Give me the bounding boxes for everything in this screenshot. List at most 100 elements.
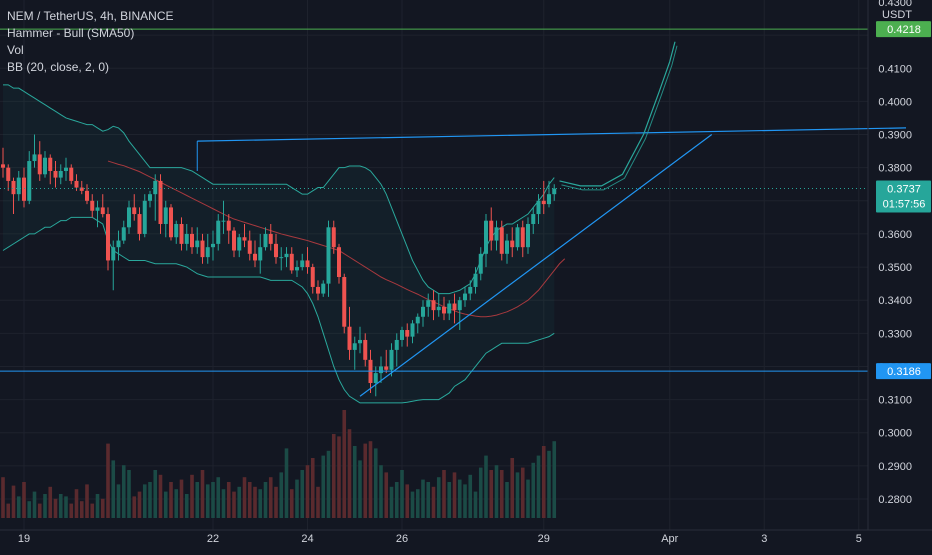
price-axis[interactable]: 0.4300 0.4100 0.4000 0.3900 0.3800 0.3600 0.35… bbox=[867, 0, 912, 530]
price-tag-label: 0.3186 bbox=[887, 366, 921, 378]
volume-bar bbox=[505, 482, 509, 518]
symbol-title[interactable]: NEM / TetherUS, 4h, BINANCE bbox=[7, 9, 174, 23]
candle-body bbox=[342, 277, 347, 327]
candle bbox=[232, 227, 236, 258]
price-tick-label: 0.3100 bbox=[878, 395, 912, 407]
volume-bar bbox=[436, 477, 441, 518]
volume-bar bbox=[1, 477, 5, 518]
volume-bar bbox=[258, 489, 263, 518]
volume-bar bbox=[352, 446, 357, 518]
candle-body bbox=[184, 233, 189, 244]
volume-bar bbox=[499, 470, 504, 518]
price-tick-label: 0.2800 bbox=[878, 494, 912, 506]
candle-body bbox=[263, 233, 268, 248]
candle bbox=[242, 223, 247, 248]
candle bbox=[100, 194, 105, 218]
candle bbox=[442, 296, 446, 321]
volume-bar bbox=[484, 455, 488, 518]
candle-body bbox=[11, 180, 16, 195]
candle-body bbox=[64, 167, 68, 171]
candle-body bbox=[541, 200, 546, 205]
candle bbox=[279, 247, 284, 271]
candle bbox=[37, 141, 42, 181]
volume-bar bbox=[127, 470, 131, 518]
sma-line bbox=[107, 160, 566, 318]
candle bbox=[216, 214, 221, 251]
volume-bar bbox=[247, 482, 252, 518]
volume-bar bbox=[69, 503, 74, 518]
candle-body bbox=[121, 227, 126, 241]
candle bbox=[494, 220, 499, 251]
candle-body bbox=[27, 161, 32, 201]
time-axis[interactable]: 19 22 24 26 29 Apr 3 5 bbox=[0, 529, 932, 545]
last-price-label: 0.3737 bbox=[887, 184, 921, 196]
candle bbox=[258, 233, 263, 274]
candle-body bbox=[90, 200, 95, 211]
candle-body bbox=[247, 240, 252, 254]
candle-body bbox=[127, 207, 131, 228]
candle-body bbox=[226, 220, 231, 231]
candle-body bbox=[536, 200, 541, 215]
horizontal-levels[interactable] bbox=[0, 28, 868, 372]
volume-bar bbox=[221, 489, 226, 518]
candle-body bbox=[258, 247, 263, 261]
price-tick-label: 0.3600 bbox=[878, 229, 912, 241]
candle bbox=[421, 300, 425, 327]
candle bbox=[352, 336, 357, 370]
candle bbox=[53, 161, 58, 188]
candle-body bbox=[499, 227, 504, 254]
volume-bar bbox=[431, 486, 436, 518]
candle-body bbox=[116, 240, 121, 248]
volume-bar bbox=[64, 496, 68, 518]
candle-body bbox=[442, 306, 446, 314]
time-tick-label: 29 bbox=[538, 533, 550, 545]
candle bbox=[473, 267, 478, 294]
candle bbox=[536, 194, 541, 224]
time-tick-label: 26 bbox=[396, 533, 408, 545]
candle bbox=[426, 293, 431, 317]
volume-bar bbox=[389, 486, 394, 518]
candle-body bbox=[400, 330, 404, 340]
volume-bar bbox=[321, 455, 326, 518]
chart-legend: NEM / TetherUS, 4h, BINANCE Hammer - Bul… bbox=[7, 8, 174, 76]
volume-bar bbox=[284, 448, 289, 518]
volume-bar bbox=[242, 477, 247, 518]
candle bbox=[358, 326, 362, 354]
candle-body bbox=[389, 349, 394, 370]
volume-bar bbox=[174, 489, 179, 518]
support-price-tag bbox=[876, 363, 931, 380]
volume-bar bbox=[85, 484, 89, 518]
drawings[interactable] bbox=[196, 41, 907, 397]
candle-body bbox=[211, 243, 215, 248]
candle-body bbox=[447, 303, 452, 314]
volume-bar bbox=[200, 470, 205, 518]
volume-bar bbox=[279, 472, 284, 518]
candle bbox=[205, 233, 210, 264]
volume-bar bbox=[111, 460, 116, 518]
candle-body bbox=[363, 339, 368, 360]
indicator-bollinger[interactable]: BB (20, close, 2, 0) bbox=[7, 60, 110, 74]
candle bbox=[221, 200, 226, 234]
axis-unit-label: USDT bbox=[882, 9, 912, 21]
volume-bar bbox=[95, 494, 100, 518]
indicator-hammer[interactable]: Hammer - Bull (SMA50) bbox=[7, 26, 135, 40]
volume-bar bbox=[216, 477, 221, 518]
volume-bar bbox=[274, 486, 278, 518]
candle bbox=[268, 223, 273, 251]
volume-bar bbox=[426, 482, 431, 518]
candle bbox=[274, 233, 278, 264]
volume-bar bbox=[457, 479, 462, 518]
candle bbox=[326, 220, 331, 297]
candle bbox=[547, 180, 551, 208]
candle-body bbox=[337, 247, 341, 278]
candle bbox=[384, 349, 389, 374]
volume-bar bbox=[316, 486, 320, 518]
candle bbox=[106, 207, 110, 271]
candle bbox=[95, 200, 100, 228]
indicator-volume[interactable]: Vol bbox=[7, 43, 24, 57]
volume-bar bbox=[347, 429, 352, 518]
candle bbox=[184, 223, 189, 251]
candle-body bbox=[426, 300, 431, 307]
